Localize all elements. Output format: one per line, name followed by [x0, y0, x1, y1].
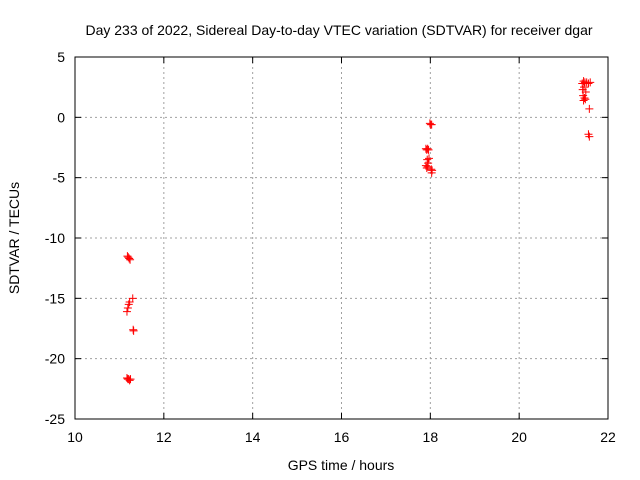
data-point — [425, 119, 434, 128]
grid-lines — [75, 57, 608, 419]
data-point — [581, 95, 590, 104]
x-tick-label: 12 — [156, 429, 172, 445]
y-axis-label: SDTVAR / TECUs — [6, 182, 22, 294]
y-tick-label: -5 — [53, 170, 66, 186]
x-tick-label: 22 — [600, 429, 616, 445]
y-tick-label: -20 — [45, 351, 65, 367]
x-tick-label: 10 — [67, 429, 83, 445]
data-point — [585, 104, 594, 113]
x-tick-label: 20 — [511, 429, 527, 445]
chart-title: Day 233 of 2022, Sidereal Day-to-day VTE… — [85, 22, 592, 38]
data-point — [423, 144, 432, 153]
data-point — [427, 168, 436, 177]
x-tick-label: 14 — [245, 429, 261, 445]
data-point — [125, 254, 134, 263]
data-point — [423, 155, 432, 164]
data-point — [580, 83, 589, 92]
data-point — [122, 307, 131, 316]
data-point — [586, 78, 595, 87]
data-point — [579, 96, 588, 105]
data-points — [122, 77, 595, 385]
y-tick-labels: -25 -20 -15 -10 -5 0 5 — [45, 49, 65, 427]
data-point — [126, 255, 135, 264]
data-point — [422, 164, 431, 173]
data-point — [427, 120, 436, 129]
data-point — [584, 79, 593, 88]
y-tick-label: -15 — [45, 290, 65, 306]
data-point — [126, 375, 135, 384]
x-tick-labels: 10 12 14 16 18 20 22 — [67, 429, 616, 445]
data-point — [425, 154, 434, 163]
x-tick-label: 18 — [423, 429, 439, 445]
x-axis-label: GPS time / hours — [288, 457, 395, 473]
data-point — [585, 132, 594, 141]
data-point — [128, 294, 137, 303]
data-point — [125, 376, 134, 385]
y-tick-label: 5 — [57, 49, 65, 65]
y-tick-label: -25 — [45, 411, 65, 427]
x-tick-label: 16 — [334, 429, 350, 445]
axis-ticks — [74, 56, 609, 420]
data-point — [129, 326, 138, 335]
y-tick-label: 0 — [57, 109, 65, 125]
data-point — [424, 145, 433, 154]
data-point — [123, 303, 132, 312]
y-tick-label: -10 — [45, 230, 65, 246]
